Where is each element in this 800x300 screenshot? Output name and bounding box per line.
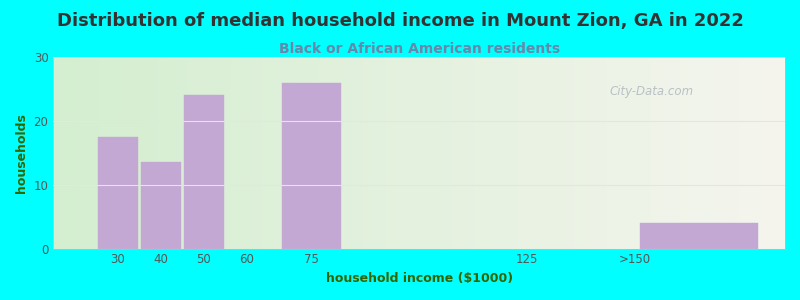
Y-axis label: households: households (15, 113, 28, 193)
Text: Distribution of median household income in Mount Zion, GA in 2022: Distribution of median household income … (57, 12, 743, 30)
Bar (639, 223, 758, 249)
X-axis label: household income ($1000): household income ($1000) (326, 272, 513, 285)
Bar (282, 83, 342, 249)
Bar (141, 162, 181, 249)
Title: Black or African American residents: Black or African American residents (278, 42, 560, 56)
Bar (184, 95, 224, 249)
Text: City-Data.com: City-Data.com (610, 85, 694, 98)
Bar (98, 137, 138, 249)
